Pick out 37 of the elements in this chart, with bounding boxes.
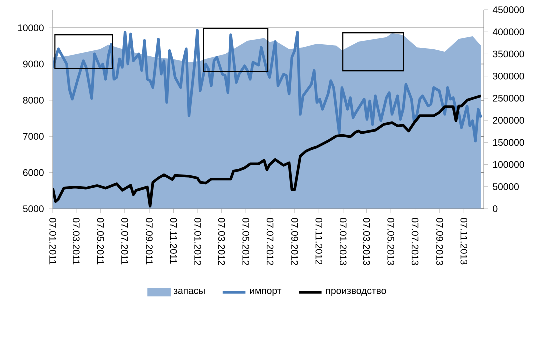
x-tick-label: 07.01.2011 [50,218,56,265]
y2-tick-label: 0 [493,206,498,212]
x-tick-label: 07.09.2012 [292,218,298,266]
x-tick-label: 07.05.2012 [242,218,250,266]
y-tick-label: 9000 [23,60,44,68]
x-tick-label: 07.07.2012 [266,218,274,266]
x-tick-label: 07.01.2013 [340,218,347,266]
x-tick-label: 07.11.2012 [316,218,323,265]
x-tick-label: 07.03.2011 [73,218,80,265]
x-tick-label: 07.11.2011 [170,218,178,264]
y2-tick-label: 100000 [493,161,524,168]
y2-tick-label: 50000 [493,184,520,190]
y-tick-label: 7000 [23,133,44,140]
x-tick-label: 07.09.2011 [146,218,153,265]
y-tick-label: 5000 [23,206,44,212]
x-tick-label: 07.07.2013 [412,218,419,266]
x-tick-label: 07.09.2013 [436,218,444,266]
y2-tick-label: 350000 [493,50,524,58]
x-tick-label: 07.03.2012 [218,218,226,266]
x-tick-label: 07.11.2013 [460,218,468,265]
x-tick-label: 07.05.2011 [97,218,104,265]
y2-tick-label: 300000 [493,72,524,80]
y2-tick-label: 200000 [493,117,524,124]
y-tick-label: 10000 [18,24,44,32]
legend-label: производство [326,289,386,296]
x-tick-label: 07.05.2013 [388,218,394,266]
y2-tick-label: 450000 [492,6,524,14]
y-tick-label: 6000 [23,169,44,176]
x-tick-label: 07.07.2011 [122,218,128,265]
y2-tick-label: 400000 [492,28,524,36]
x-tick-label: 07.01.2012 [194,218,202,266]
y2-tick-label: 250000 [493,95,524,102]
y2-tick-label: 150000 [493,139,524,146]
y-tick-label: 8000 [23,97,44,104]
legend-label: импорт [250,289,282,296]
legend-label: запасы [174,289,205,294]
x-tick-label: 07.03.2013 [363,218,370,266]
